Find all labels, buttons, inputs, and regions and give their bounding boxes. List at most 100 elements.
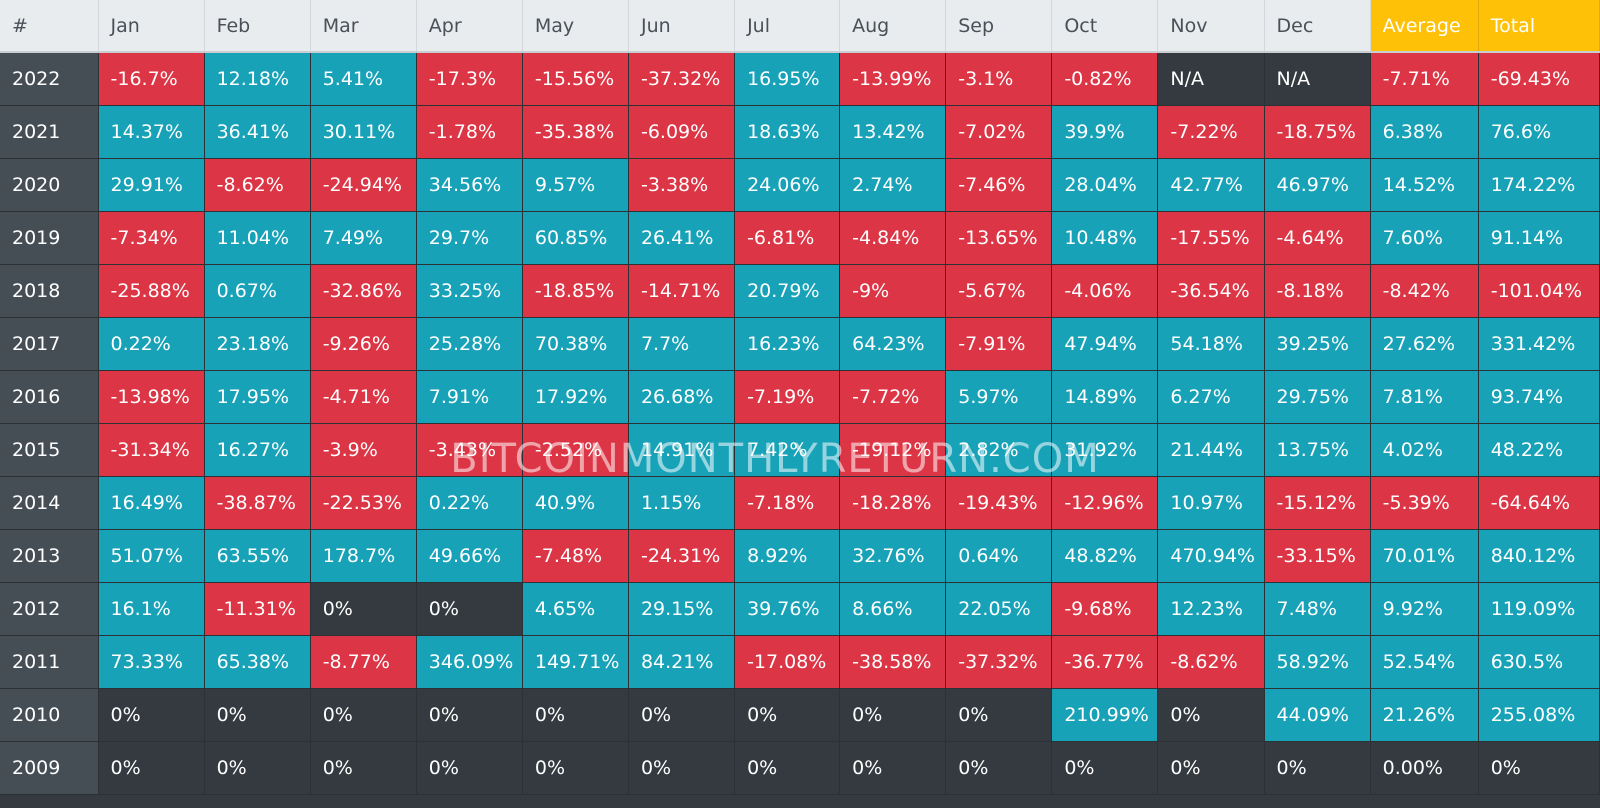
return-cell-feb: 0% xyxy=(204,688,311,742)
header-nov[interactable]: Nov xyxy=(1157,0,1265,53)
return-cell-apr: 0.22% xyxy=(416,476,523,530)
year-cell: 2015 xyxy=(0,423,99,477)
return-cell-nov: 10.97% xyxy=(1157,476,1265,530)
return-cell-apr: -3.43% xyxy=(416,423,523,477)
return-cell-average: 4.02% xyxy=(1370,423,1479,477)
year-cell: 2016 xyxy=(0,370,99,424)
header-row: # Jan Feb Mar Apr May Jun Jul Aug Sep Oct Nov Dec Ave… xyxy=(0,0,1600,53)
return-cell-total: -69.43% xyxy=(1478,52,1600,106)
header-jan[interactable]: Jan xyxy=(98,0,205,53)
table-row: 2012 16.1% -11.31% 0% 0% 4.65% 29.15% 39.76% 8.6… xyxy=(0,582,1600,636)
header-dec[interactable]: Dec xyxy=(1264,0,1371,53)
return-cell-feb: -38.87% xyxy=(204,476,311,530)
return-cell-average: 9.92% xyxy=(1370,582,1479,636)
return-cell-dec: 39.25% xyxy=(1264,317,1371,371)
table-row: 2018 -25.88% 0.67% -32.86% 33.25% -18.85% -14.… xyxy=(0,264,1600,318)
return-cell-jun: 0% xyxy=(628,741,736,795)
return-cell-oct: -9.68% xyxy=(1051,582,1159,636)
return-cell-apr: 7.91% xyxy=(416,370,523,424)
table-row: 2009 0% 0% 0% 0% 0% 0% 0% 0% 0% 0% 0% 0% 0.00% 0% xyxy=(0,741,1600,795)
return-cell-jan: 51.07% xyxy=(98,529,205,583)
header-index[interactable]: # xyxy=(0,0,99,53)
header-oct[interactable]: Oct xyxy=(1051,0,1159,53)
return-cell-oct: 0% xyxy=(1051,741,1159,795)
return-cell-feb: 12.18% xyxy=(204,52,311,106)
year-cell: 2013 xyxy=(0,529,99,583)
return-cell-average: -5.39% xyxy=(1370,476,1479,530)
return-cell-jul: 16.95% xyxy=(734,52,841,106)
return-cell-sep: -7.02% xyxy=(945,105,1053,159)
return-cell-sep: -7.91% xyxy=(945,317,1053,371)
return-cell-may: 60.85% xyxy=(522,211,629,265)
return-cell-dec: -4.64% xyxy=(1264,211,1371,265)
return-cell-feb: 11.04% xyxy=(204,211,311,265)
return-cell-aug: 0% xyxy=(839,741,947,795)
return-cell-average: 0.00% xyxy=(1370,741,1479,795)
return-cell-total: 76.6% xyxy=(1478,105,1600,159)
header-sep[interactable]: Sep xyxy=(945,0,1053,53)
return-cell-dec: 58.92% xyxy=(1264,635,1371,689)
return-cell-aug: 0% xyxy=(839,688,947,742)
year-cell: 2009 xyxy=(0,741,99,795)
return-cell-dec: 46.97% xyxy=(1264,158,1371,212)
return-cell-jan: -31.34% xyxy=(98,423,205,477)
return-cell-jul: 0% xyxy=(734,688,841,742)
return-cell-mar: 7.49% xyxy=(310,211,417,265)
return-cell-mar: 0% xyxy=(310,688,417,742)
return-cell-may: 4.65% xyxy=(522,582,629,636)
return-cell-dec: 0% xyxy=(1264,741,1371,795)
header-may[interactable]: May xyxy=(522,0,629,53)
year-cell: 2019 xyxy=(0,211,99,265)
return-cell-oct: -12.96% xyxy=(1051,476,1159,530)
year-cell: 2021 xyxy=(0,105,99,159)
return-cell-nov: 12.23% xyxy=(1157,582,1265,636)
return-cell-may: 0% xyxy=(522,688,629,742)
header-average[interactable]: Average xyxy=(1370,0,1479,53)
return-cell-total: -64.64% xyxy=(1478,476,1600,530)
table-row: 2015 -31.34% 16.27% -3.9% -3.43% -2.52% 14.91%… xyxy=(0,423,1600,477)
header-mar[interactable]: Mar xyxy=(310,0,417,53)
return-cell-aug: 13.42% xyxy=(839,105,947,159)
return-cell-jan: 0% xyxy=(98,741,205,795)
return-cell-jun: -37.32% xyxy=(628,52,736,106)
return-cell-average: 70.01% xyxy=(1370,529,1479,583)
header-total[interactable]: Total xyxy=(1478,0,1600,53)
header-jul[interactable]: Jul xyxy=(734,0,841,53)
return-cell-apr: 33.25% xyxy=(416,264,523,318)
return-cell-aug: -9% xyxy=(839,264,947,318)
return-cell-aug: -18.28% xyxy=(839,476,947,530)
return-cell-aug: -19.12% xyxy=(839,423,947,477)
return-cell-jun: 1.15% xyxy=(628,476,736,530)
return-cell-jan: -13.98% xyxy=(98,370,205,424)
header-aug[interactable]: Aug xyxy=(839,0,947,53)
return-cell-nov: -8.62% xyxy=(1157,635,1265,689)
return-cell-feb: -11.31% xyxy=(204,582,311,636)
header-feb[interactable]: Feb xyxy=(204,0,311,53)
return-cell-oct: 31.92% xyxy=(1051,423,1159,477)
return-cell-total: 0% xyxy=(1478,741,1600,795)
year-cell: 2011 xyxy=(0,635,99,689)
return-cell-total: 331.42% xyxy=(1478,317,1600,371)
return-cell-jan: 16.1% xyxy=(98,582,205,636)
return-cell-dec: -18.75% xyxy=(1264,105,1371,159)
year-cell: 2010 xyxy=(0,688,99,742)
return-cell-dec: -8.18% xyxy=(1264,264,1371,318)
return-cell-nov: 470.94% xyxy=(1157,529,1265,583)
return-cell-jul: -17.08% xyxy=(734,635,841,689)
header-jun[interactable]: Jun xyxy=(628,0,736,53)
return-cell-nov: -36.54% xyxy=(1157,264,1265,318)
return-cell-jun: 26.41% xyxy=(628,211,736,265)
return-cell-jan: -16.7% xyxy=(98,52,205,106)
header-apr[interactable]: Apr xyxy=(416,0,523,53)
return-cell-oct: 28.04% xyxy=(1051,158,1159,212)
return-cell-total: 174.22% xyxy=(1478,158,1600,212)
return-cell-oct: 10.48% xyxy=(1051,211,1159,265)
return-cell-nov: 6.27% xyxy=(1157,370,1265,424)
return-cell-jul: -6.81% xyxy=(734,211,841,265)
return-cell-jun: 7.7% xyxy=(628,317,736,371)
return-cell-oct: 47.94% xyxy=(1051,317,1159,371)
return-cell-oct: 39.9% xyxy=(1051,105,1159,159)
table-header: # Jan Feb Mar Apr May Jun Jul Aug Sep Oct Nov Dec Ave… xyxy=(0,0,1600,53)
year-cell: 2020 xyxy=(0,158,99,212)
